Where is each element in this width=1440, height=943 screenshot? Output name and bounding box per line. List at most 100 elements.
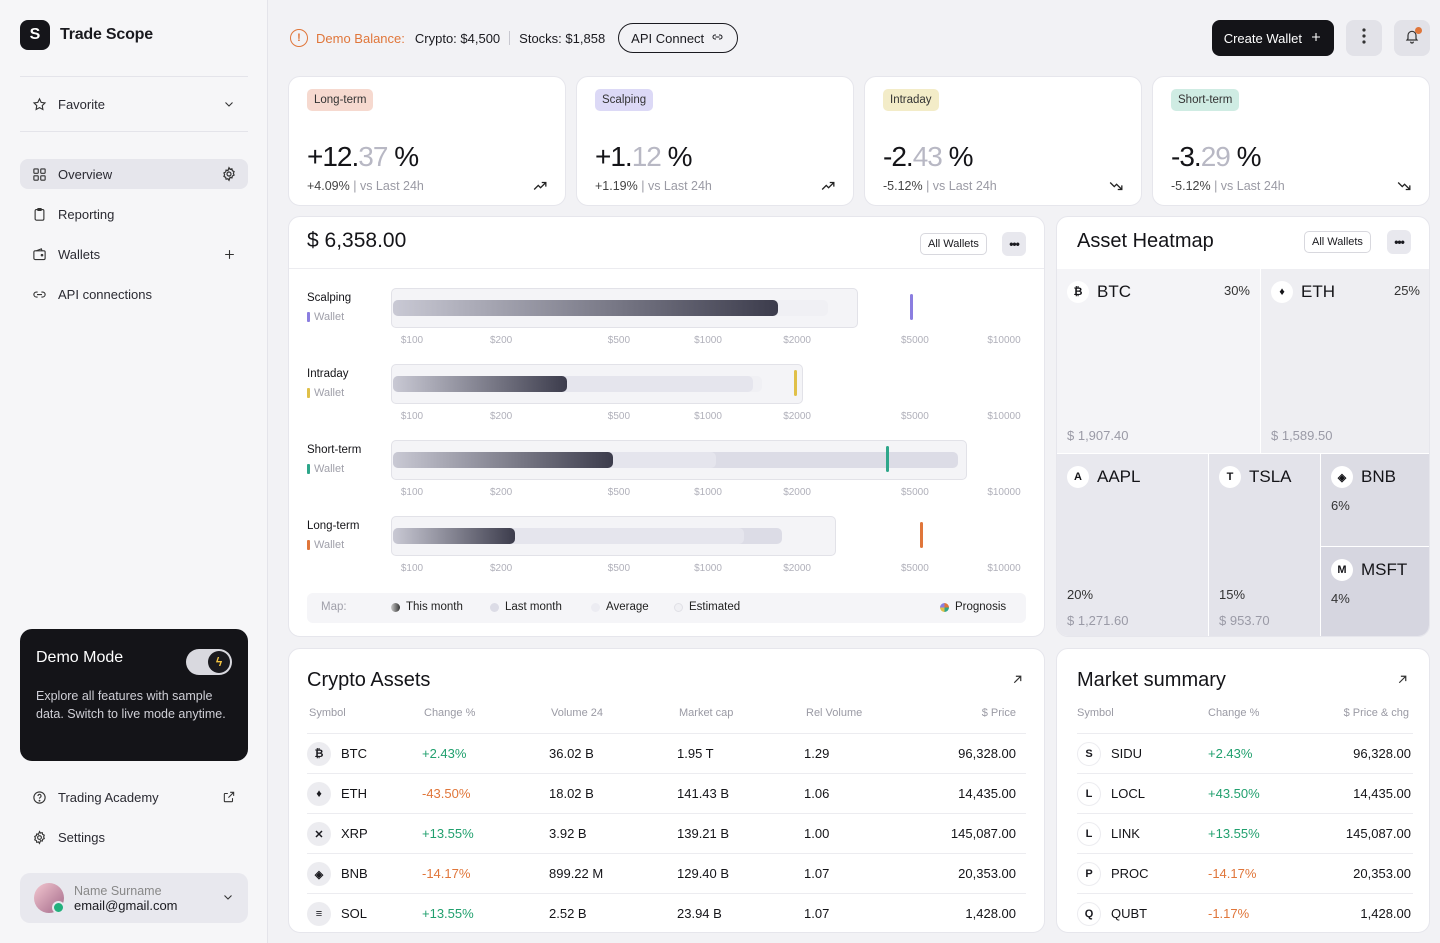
table-row[interactable]: ✕ XRP +13.55% 3.92 B 139.21 B 1.00 145,087.00 (307, 813, 1026, 853)
stat-value-fraction: 37 (358, 141, 388, 172)
table-row[interactable]: Q QUBT -1.17% 1,428.00 (1077, 893, 1413, 932)
table-row[interactable]: ₿ BTC +2.43% 36.02 B 1.95 T 1.29 96,328.00 (307, 733, 1026, 773)
stat-tag: Short-term (1171, 89, 1240, 111)
heatmap-share: 15% (1219, 587, 1246, 602)
axis-tick-label: $10000 (987, 411, 1021, 422)
cell-symbol: XRP (341, 826, 368, 841)
this-month-bar[interactable] (393, 300, 779, 316)
create-wallet-button[interactable]: Create Wallet (1211, 20, 1334, 56)
cell-change: +2.43% (1208, 746, 1253, 761)
heatmap-value: $ 1,589.50 (1271, 428, 1333, 443)
range-row-label: Intraday (307, 368, 349, 380)
table-row[interactable]: ≡ SOL +13.55% 2.52 B 23.94 B 1.07 1,428.00 (307, 893, 1026, 932)
stat-value-whole: -3. (1171, 141, 1202, 172)
sidebar: S Trade Scope Favorite Overview Reportin… (0, 0, 268, 943)
this-month-bar[interactable] (393, 528, 516, 544)
stat-value: +1.12 % (595, 141, 693, 173)
this-month-bar[interactable] (393, 376, 568, 392)
heatmap-cell[interactable]: ₿ BTC 30% $ 1,907.40 (1057, 268, 1261, 453)
demo-mode-toggle[interactable]: ϟ (186, 649, 232, 675)
legend-label: This month (406, 601, 463, 613)
stat-value-whole: -2. (883, 141, 914, 172)
cell-rel-volume: 1.07 (804, 866, 830, 881)
table-row[interactable]: S SIDU +2.43% 96,328.00 (1077, 733, 1413, 773)
heatmap-cell[interactable]: A AAPL 20% $ 1,271.60 (1057, 453, 1209, 636)
heatmap-cell[interactable]: M MSFT 4% (1321, 546, 1429, 636)
stat-card[interactable]: Short-term -3.29 % -5.12% | vs Last 24h (1152, 76, 1430, 206)
wallet-sub-label: Wallet (314, 539, 345, 551)
table-row[interactable]: ◈ BNB -14.17% 899.22 M 129.40 B 1.07 20,353.00 (307, 853, 1026, 893)
table-row[interactable]: P PROC -14.17% 20,353.00 (1077, 853, 1413, 893)
table-row[interactable]: L LINK +13.55% 145,087.00 (1077, 813, 1413, 853)
stat-card[interactable]: Intraday -2.43 % -5.12% | vs Last 24h (864, 76, 1142, 206)
stat-card[interactable]: Long-term +12.37 % +4.09% | vs Last 24h (288, 76, 566, 206)
table-header[interactable]: $ Price (981, 707, 1016, 719)
table-header[interactable]: Rel Volume (806, 707, 863, 719)
stat-change: -5.12% | vs Last 24h (1171, 179, 1285, 193)
api-connect-button[interactable]: API Connect (618, 23, 739, 53)
sidebar-item-wallets[interactable]: Wallets (20, 239, 248, 269)
expand-arrow-icon[interactable] (1396, 673, 1409, 689)
sidebar-item-reporting[interactable]: Reporting (20, 199, 248, 229)
coin-icon: ₿ (1067, 281, 1089, 303)
cell-symbol: ETH (341, 786, 367, 801)
prognosis-marker[interactable] (919, 522, 923, 548)
legend-label: Last month (505, 601, 562, 613)
stat-change-value: -5.12% (883, 179, 923, 193)
axis-tick-label: $500 (607, 411, 631, 422)
cell-symbol: QUBT (1111, 906, 1148, 921)
coin-icon: ◈ (1331, 466, 1353, 488)
user-profile-menu[interactable]: Name Surname email@gmail.com (20, 873, 248, 923)
star-icon (30, 95, 48, 113)
wallet-filter-dropdown[interactable]: All Wallets (920, 233, 987, 255)
sidebar-item-api-connections[interactable]: API connections (20, 279, 248, 309)
heatmap-cell[interactable]: T TSLA 15% $ 953.70 (1209, 453, 1321, 636)
legend-estimated: Estimated (674, 601, 740, 613)
table-row[interactable]: L LOCL +43.50% 14,435.00 (1077, 773, 1413, 813)
prognosis-marker[interactable] (793, 370, 797, 396)
heatmap-wallet-filter[interactable]: All Wallets (1304, 231, 1371, 253)
table-header[interactable]: Symbol (309, 707, 346, 719)
axis-tick-label: $200 (489, 411, 513, 422)
prognosis-marker[interactable] (909, 294, 913, 320)
sidebar-item-overview[interactable]: Overview (20, 159, 248, 189)
table-row[interactable]: ♦ ETH -43.50% 18.02 B 141.43 B 1.06 14,435.00 (307, 773, 1026, 813)
heatmap-value: $ 953.70 (1219, 613, 1270, 628)
table-header[interactable]: $ Price & chg (1343, 707, 1409, 719)
this-month-bar[interactable] (393, 452, 613, 468)
heatmap-share: 30% (1223, 283, 1250, 298)
heatmap-symbol: A AAPL (1067, 466, 1140, 488)
stat-change-value: -5.12% (1171, 179, 1211, 193)
table-header[interactable]: Change % (1208, 707, 1260, 719)
ticker-icon: Q (1077, 902, 1101, 926)
gear-icon[interactable] (220, 165, 238, 183)
axis-tick-label: $1000 (694, 411, 722, 422)
table-header[interactable]: Volume 24 (551, 707, 603, 719)
notifications-button[interactable] (1394, 20, 1430, 56)
sidebar-item-settings[interactable]: Settings (20, 822, 248, 852)
legend-map-label: Map: (321, 601, 347, 613)
prognosis-marker[interactable] (886, 446, 890, 472)
more-options-button[interactable] (1346, 20, 1382, 56)
heatmap-cell[interactable]: ♦ ETH 25% $ 1,589.50 (1261, 268, 1429, 453)
plus-icon[interactable] (220, 245, 238, 263)
cell-rel-volume: 1.00 (804, 826, 830, 841)
cell-market-cap: 141.43 B (677, 786, 730, 801)
asset-heatmap-card: Asset Heatmap All Wallets ••• ₿ BTC 30% $ 1… (1056, 216, 1430, 637)
heatmap-symbol: M MSFT (1331, 559, 1407, 581)
favorite-dropdown[interactable]: Favorite (20, 89, 248, 119)
axis-tick-label: $500 (607, 335, 631, 346)
more-horizontal-icon[interactable]: ••• (1002, 232, 1026, 256)
app-logo[interactable]: S Trade Scope (20, 20, 153, 50)
more-horizontal-icon[interactable]: ••• (1387, 230, 1411, 254)
heatmap-cell[interactable]: ◈ BNB 6% (1321, 453, 1429, 546)
help-icon (30, 788, 48, 806)
table-header[interactable]: Symbol (1077, 707, 1114, 719)
expand-arrow-icon[interactable] (1011, 673, 1024, 689)
stat-card[interactable]: Scalping +1.12 % +1.19% | vs Last 24h (576, 76, 854, 206)
sidebar-item-trading-academy[interactable]: Trading Academy (20, 782, 248, 812)
heatmap-symbol-label: ETH (1301, 282, 1335, 301)
table-header[interactable]: Market cap (679, 707, 734, 719)
table-header[interactable]: Change % (424, 707, 476, 719)
cell-symbol: SOL (341, 906, 368, 921)
